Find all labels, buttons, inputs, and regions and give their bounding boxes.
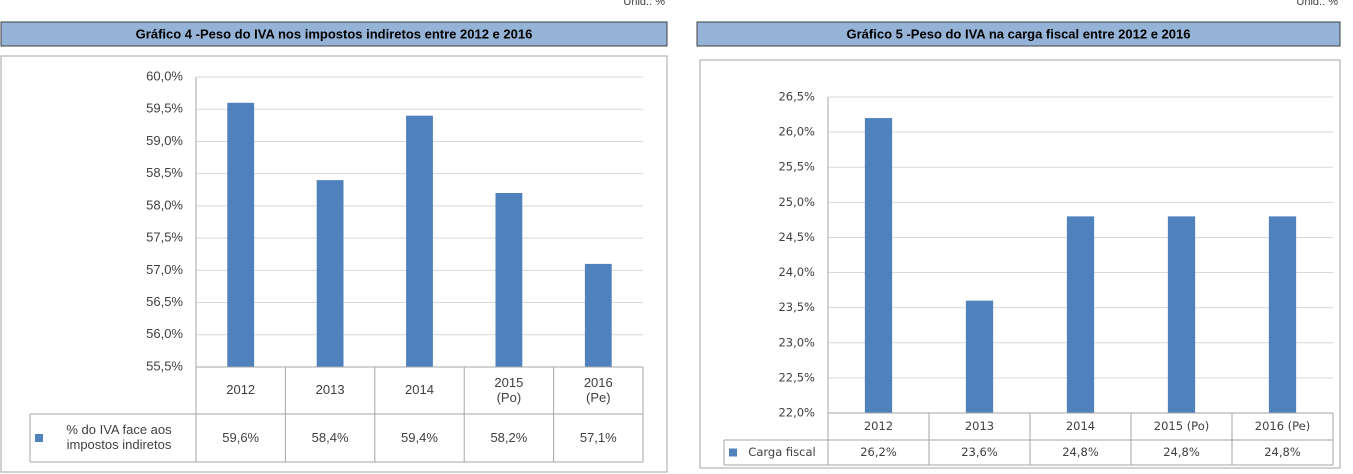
bar: [227, 102, 255, 368]
x-tick-label-box: 2013: [964, 418, 995, 433]
y-tick-label: 57,0%: [146, 262, 183, 277]
value-label-box: 26,2%: [860, 444, 897, 459]
bar: [1268, 216, 1297, 413]
chart-title: Gráfico 5 -Peso do IVA na carga fiscal e…: [847, 26, 1191, 41]
x-tick-label-box: 2012: [226, 382, 256, 398]
x-tick-label: 2013: [964, 418, 995, 433]
value-label-box: 24,8%: [1062, 444, 1099, 459]
x-tick-label: 2015 (Po): [494, 374, 524, 405]
bar: [965, 300, 994, 413]
bar: [406, 115, 433, 368]
y-tick-label: 23,0%: [778, 335, 815, 349]
legend-label-box: % do IVA face aos impostos indiretos: [66, 422, 172, 452]
y-tick-label: 56,0%: [146, 326, 183, 341]
value-label: 58,2%: [490, 429, 528, 445]
y-tick-label: 58,0%: [146, 197, 183, 212]
y-tick-label: 59,5%: [146, 101, 183, 116]
value-label: 24,8%: [1062, 444, 1099, 459]
x-tick-label: 2015 (Po): [1153, 418, 1210, 433]
x-tick-label-box: 2012: [863, 418, 894, 433]
legend-label: % do IVA face aos impostos indiretos: [66, 422, 172, 452]
bar: [584, 263, 612, 367]
x-tick-label-box: 2013: [315, 382, 345, 398]
bar: [864, 118, 893, 414]
x-tick-label: 2014: [405, 382, 434, 398]
x-tick-label: 2012: [863, 418, 894, 433]
y-tick-label: 24,0%: [778, 265, 815, 279]
y-tick-label: 55,5%: [146, 358, 183, 373]
value-label-box: 59,4%: [401, 429, 438, 445]
y-tick-label: 60,0%: [146, 68, 183, 83]
y-tick-label: 58,5%: [146, 165, 183, 180]
bar: [1066, 216, 1095, 413]
value-label-box: 24,8%: [1264, 444, 1301, 459]
x-tick-label: 2016 (Pe): [1254, 418, 1311, 433]
title-bar: [696, 21, 1341, 47]
y-tick-label: 57,5%: [146, 230, 183, 245]
legend-label: Carga fiscal: [748, 444, 816, 459]
x-tick-label-box: 2014: [1065, 418, 1096, 433]
value-label-box: 24,8%: [1163, 444, 1200, 459]
y-tick-label: 22,5%: [778, 370, 815, 384]
y-tick-label: 56,5%: [146, 294, 183, 309]
y-tick-label: 25,0%: [778, 195, 815, 209]
value-label: 26,2%: [860, 444, 897, 459]
legend-label-box: Carga fiscal: [748, 444, 816, 459]
y-tick-label: 26,0%: [778, 125, 815, 139]
y-tick-label: 59,0%: [146, 133, 183, 148]
value-label: 24,8%: [1264, 444, 1301, 459]
value-label-box: 58,2%: [490, 429, 528, 445]
y-tick-label: 23,5%: [778, 300, 815, 314]
title-bar: [0, 21, 668, 47]
value-label: 58,4%: [311, 429, 349, 445]
x-tick-label-box: 2016 (Pe): [583, 374, 613, 405]
x-tick-label-box: 2016 (Pe): [1254, 418, 1311, 433]
value-label-box: 59,6%: [222, 429, 260, 445]
chart-title: Gráfico 4 -Peso do IVA nos impostos indi…: [136, 26, 533, 41]
value-label: 59,6%: [222, 429, 260, 445]
legend-marker: [35, 434, 43, 442]
value-label: 23,6%: [961, 444, 998, 459]
x-tick-label: 2014: [1065, 418, 1096, 433]
chart-frame: [699, 59, 1341, 469]
x-tick-label-box: 2015 (Po): [494, 374, 524, 405]
x-tick-label: 2013: [315, 382, 345, 398]
x-tick-label: 2016 (Pe): [583, 374, 613, 405]
y-tick-label: 22,0%: [778, 406, 815, 420]
unit-label: Unid.: %: [1296, 0, 1338, 8]
value-label-box: 23,6%: [961, 444, 998, 459]
x-tick-label-box: 2015 (Po): [1153, 418, 1210, 433]
value-label: 57,1%: [579, 429, 617, 445]
y-tick-label: 26,5%: [778, 90, 815, 104]
bar: [316, 180, 344, 367]
bar: [1167, 216, 1196, 413]
y-tick-label: 25,5%: [778, 160, 815, 174]
value-label: 24,8%: [1163, 444, 1200, 459]
value-label: 59,4%: [401, 429, 438, 445]
bar: [495, 193, 523, 367]
unit-label: Unid.: %: [623, 0, 665, 8]
legend-marker: [729, 448, 737, 457]
x-tick-label-box: 2014: [405, 382, 434, 398]
value-label-box: 57,1%: [579, 429, 617, 445]
x-tick-label: 2012: [226, 382, 256, 398]
y-tick-label: 24,5%: [778, 230, 815, 244]
value-label-box: 58,4%: [311, 429, 349, 445]
